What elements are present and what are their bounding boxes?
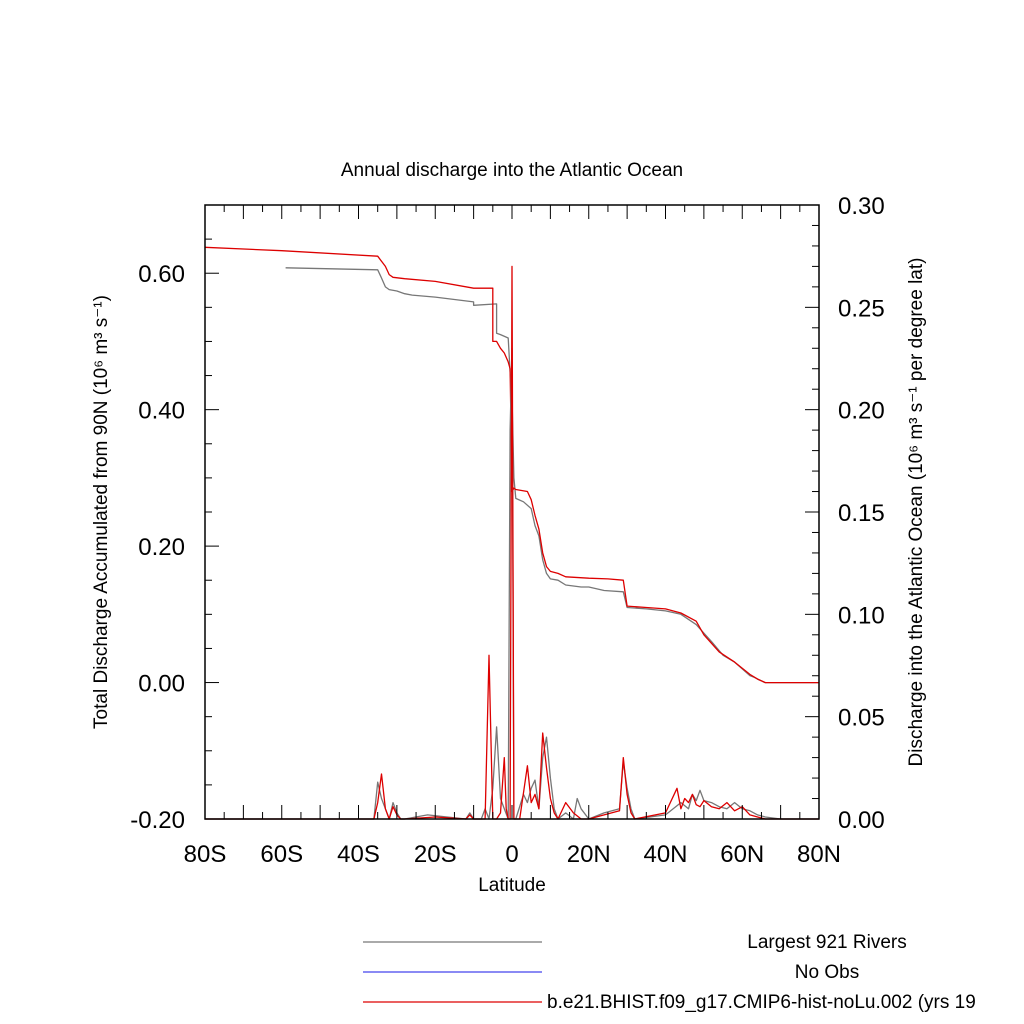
legend: Largest 921 Rivers No Obs b.e21.BHIST.f09_… (363, 932, 976, 1013)
y-axis-right-label: Discharge into the Atlantic Ocean (10⁶ m… (906, 258, 927, 767)
y-left-tick-label: -0.20 (130, 807, 185, 834)
x-tick-label: 0 (505, 841, 518, 868)
x-axis-label: Latitude (478, 875, 546, 896)
y-right-tick-label: 0.20 (838, 398, 885, 425)
y-left-tick-label: 0.20 (138, 534, 185, 561)
axis-layer: 80S 60S 40S 20S 0 20N 40N 60N 80N -0.20 0.00 0.20 0.… (130, 193, 884, 868)
y-right-tick-label: 0.15 (838, 500, 885, 527)
legend-label: Largest 921 Rivers (747, 932, 906, 953)
series-line-4 (205, 265, 819, 820)
x-tick-label: 20S (414, 841, 457, 868)
series-layer (204, 246, 819, 820)
x-tick-label: 20N (567, 841, 611, 868)
legend-label: b.e21.BHIST.f09_g17.CMIP6-hist-noLu.002 … (547, 992, 976, 1013)
y-right-tick-label: 0.05 (838, 705, 885, 732)
y-right-tick-label: 0.25 (838, 295, 885, 322)
x-tick-label: 80N (797, 841, 841, 868)
x-tick-label: 60N (720, 841, 764, 868)
y-right-tick-label: 0.10 (838, 602, 885, 629)
x-tick-label: 80S (184, 841, 227, 868)
chart-title: Annual discharge into the Atlantic Ocean (341, 160, 683, 181)
x-tick-label: 60S (260, 841, 303, 868)
y-right-tick-label: 0.00 (838, 807, 885, 834)
y-left-tick-label: 0.60 (138, 261, 185, 288)
series-line-0 (285, 267, 819, 684)
series-line-2 (204, 246, 819, 684)
y-left-tick-label: 0.40 (138, 398, 185, 425)
x-tick-label: 40S (337, 841, 380, 868)
plot-frame (204, 204, 820, 820)
x-tick-label: 40N (643, 841, 687, 868)
y-axis-left-label: Total Discharge Accumulated from 90N (10… (91, 295, 112, 729)
y-right-tick-label: 0.30 (838, 193, 885, 220)
legend-label: No Obs (795, 962, 859, 983)
y-left-tick-label: 0.00 (138, 671, 185, 698)
